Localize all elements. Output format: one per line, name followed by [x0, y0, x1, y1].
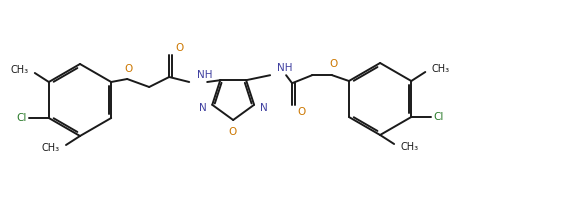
- Text: CH₃: CH₃: [400, 142, 418, 152]
- Text: N: N: [260, 103, 268, 113]
- Text: NH: NH: [197, 70, 213, 80]
- Text: Cl: Cl: [16, 113, 27, 123]
- Text: O: O: [297, 107, 305, 117]
- Text: O: O: [228, 127, 236, 137]
- Text: CH₃: CH₃: [42, 143, 60, 153]
- Text: Cl: Cl: [433, 112, 444, 122]
- Text: O: O: [124, 64, 132, 74]
- Text: N: N: [199, 103, 206, 113]
- Text: CH₃: CH₃: [11, 65, 29, 75]
- Text: CH₃: CH₃: [431, 64, 449, 74]
- Text: O: O: [175, 43, 183, 53]
- Text: NH: NH: [277, 63, 292, 73]
- Text: O: O: [329, 59, 337, 69]
